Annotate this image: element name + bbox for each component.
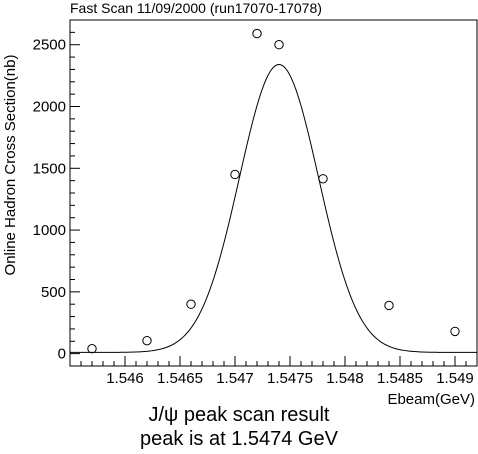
- data-point: [230, 169, 240, 180]
- fit-curve: [70, 63, 477, 353]
- x-tick-label: 1.5475: [267, 370, 313, 387]
- peak-caption: peak is at 1.5474 GeV: [140, 428, 338, 450]
- data-point: [186, 299, 196, 309]
- x-axis-label: Ebeam(GeV): [387, 391, 475, 408]
- x-tick-label: 1.5485: [377, 370, 423, 387]
- data-point: [318, 174, 328, 184]
- y-tick-label: 1500: [33, 160, 66, 177]
- y-tick-label: 500: [41, 284, 66, 301]
- y-tick-label: 2500: [33, 37, 66, 54]
- data-point: [142, 335, 152, 346]
- data-point: [384, 300, 394, 311]
- data-point: [87, 344, 97, 354]
- data-point: [450, 326, 460, 337]
- x-tick-label: 1.548: [326, 370, 364, 387]
- chart-title: Fast Scan 11/09/2000 (run17070-17078): [70, 0, 322, 16]
- y-axis-label: Online Hadron Cross Section(nb): [2, 55, 19, 276]
- result-caption: J/ψ peak scan result: [148, 404, 330, 426]
- y-tick-label: 2000: [33, 99, 66, 116]
- data-point: [274, 40, 284, 50]
- data-point: [252, 28, 262, 39]
- x-tick-label: 1.5465: [157, 370, 203, 387]
- x-tick-label: 1.547: [216, 370, 254, 387]
- x-tick-label: 1.549: [436, 370, 474, 387]
- y-tick-label: 1000: [33, 222, 66, 239]
- plot-frame: [69, 19, 478, 367]
- y-tick-label: 0: [58, 346, 66, 363]
- plot-area: 0 500 1000 1500 2000 2500 1.546 1.5465 1.547 1.54…: [33, 19, 478, 387]
- x-tick-label: 1.546: [106, 370, 144, 387]
